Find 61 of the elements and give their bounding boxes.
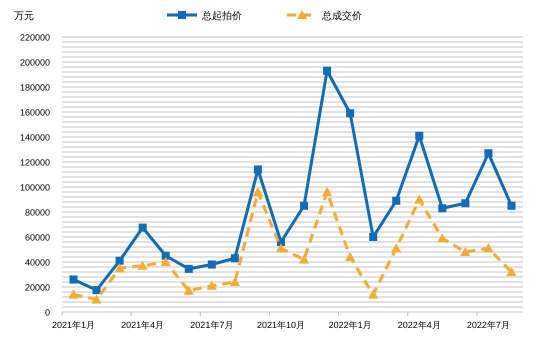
point xyxy=(92,286,101,294)
x-tick-label: 2021年1月 xyxy=(52,320,96,330)
x-tick-label: 2021年10月 xyxy=(256,320,305,330)
point xyxy=(230,277,240,286)
y-axis-title: 万元 xyxy=(14,11,34,22)
point xyxy=(415,132,424,140)
point xyxy=(92,294,102,304)
point xyxy=(345,252,356,261)
point xyxy=(114,263,125,272)
point xyxy=(162,252,170,260)
point xyxy=(506,267,516,276)
legend-label: 总起拍价 xyxy=(201,10,242,22)
point xyxy=(507,202,516,210)
point xyxy=(160,257,171,266)
point xyxy=(346,109,354,118)
point xyxy=(208,260,216,268)
point xyxy=(206,280,217,290)
point xyxy=(184,264,193,273)
y-tick-label: 40000 xyxy=(24,258,50,268)
point xyxy=(300,202,308,210)
point xyxy=(323,66,332,75)
y-tick-label: 20000 xyxy=(24,282,50,292)
point xyxy=(391,243,402,252)
point xyxy=(461,199,470,208)
y-tick-label: 140000 xyxy=(20,132,50,142)
x-tick-label: 2022年7月 xyxy=(466,320,510,330)
point xyxy=(483,243,494,252)
point xyxy=(184,286,194,295)
point xyxy=(230,254,239,262)
x-tick-label: 2022年4月 xyxy=(398,320,441,330)
x-tick-label: 2022年1月 xyxy=(328,320,372,330)
y-tick-label: 80000 xyxy=(24,208,50,218)
point xyxy=(138,260,148,270)
point xyxy=(68,290,79,298)
point xyxy=(368,290,378,298)
point xyxy=(437,233,448,242)
y-tick-label: 120000 xyxy=(20,158,50,168)
point xyxy=(438,204,446,212)
point xyxy=(254,166,262,174)
y-tick-label: 0 xyxy=(44,308,50,318)
point xyxy=(299,254,310,264)
point xyxy=(484,149,492,158)
point xyxy=(369,233,378,241)
y-tick-label: 180000 xyxy=(20,82,50,92)
y-tick-label: 220000 xyxy=(20,32,50,42)
legend-label: 总成交价 xyxy=(321,10,362,22)
point xyxy=(116,256,124,265)
point xyxy=(460,247,470,256)
y-tick-label: 60000 xyxy=(24,232,50,242)
y-tick-label: 160000 xyxy=(20,108,50,118)
x-tick-label: 2021年7月 xyxy=(190,320,234,330)
point xyxy=(276,243,286,252)
point xyxy=(392,196,400,205)
point xyxy=(138,224,147,232)
x-tick-label: 2021年4月 xyxy=(121,320,164,330)
point xyxy=(70,276,78,284)
point xyxy=(414,194,424,204)
point xyxy=(252,187,263,196)
y-tick-label: 100000 xyxy=(20,182,50,192)
point xyxy=(322,187,332,196)
y-tick-label: 200000 xyxy=(20,58,50,68)
